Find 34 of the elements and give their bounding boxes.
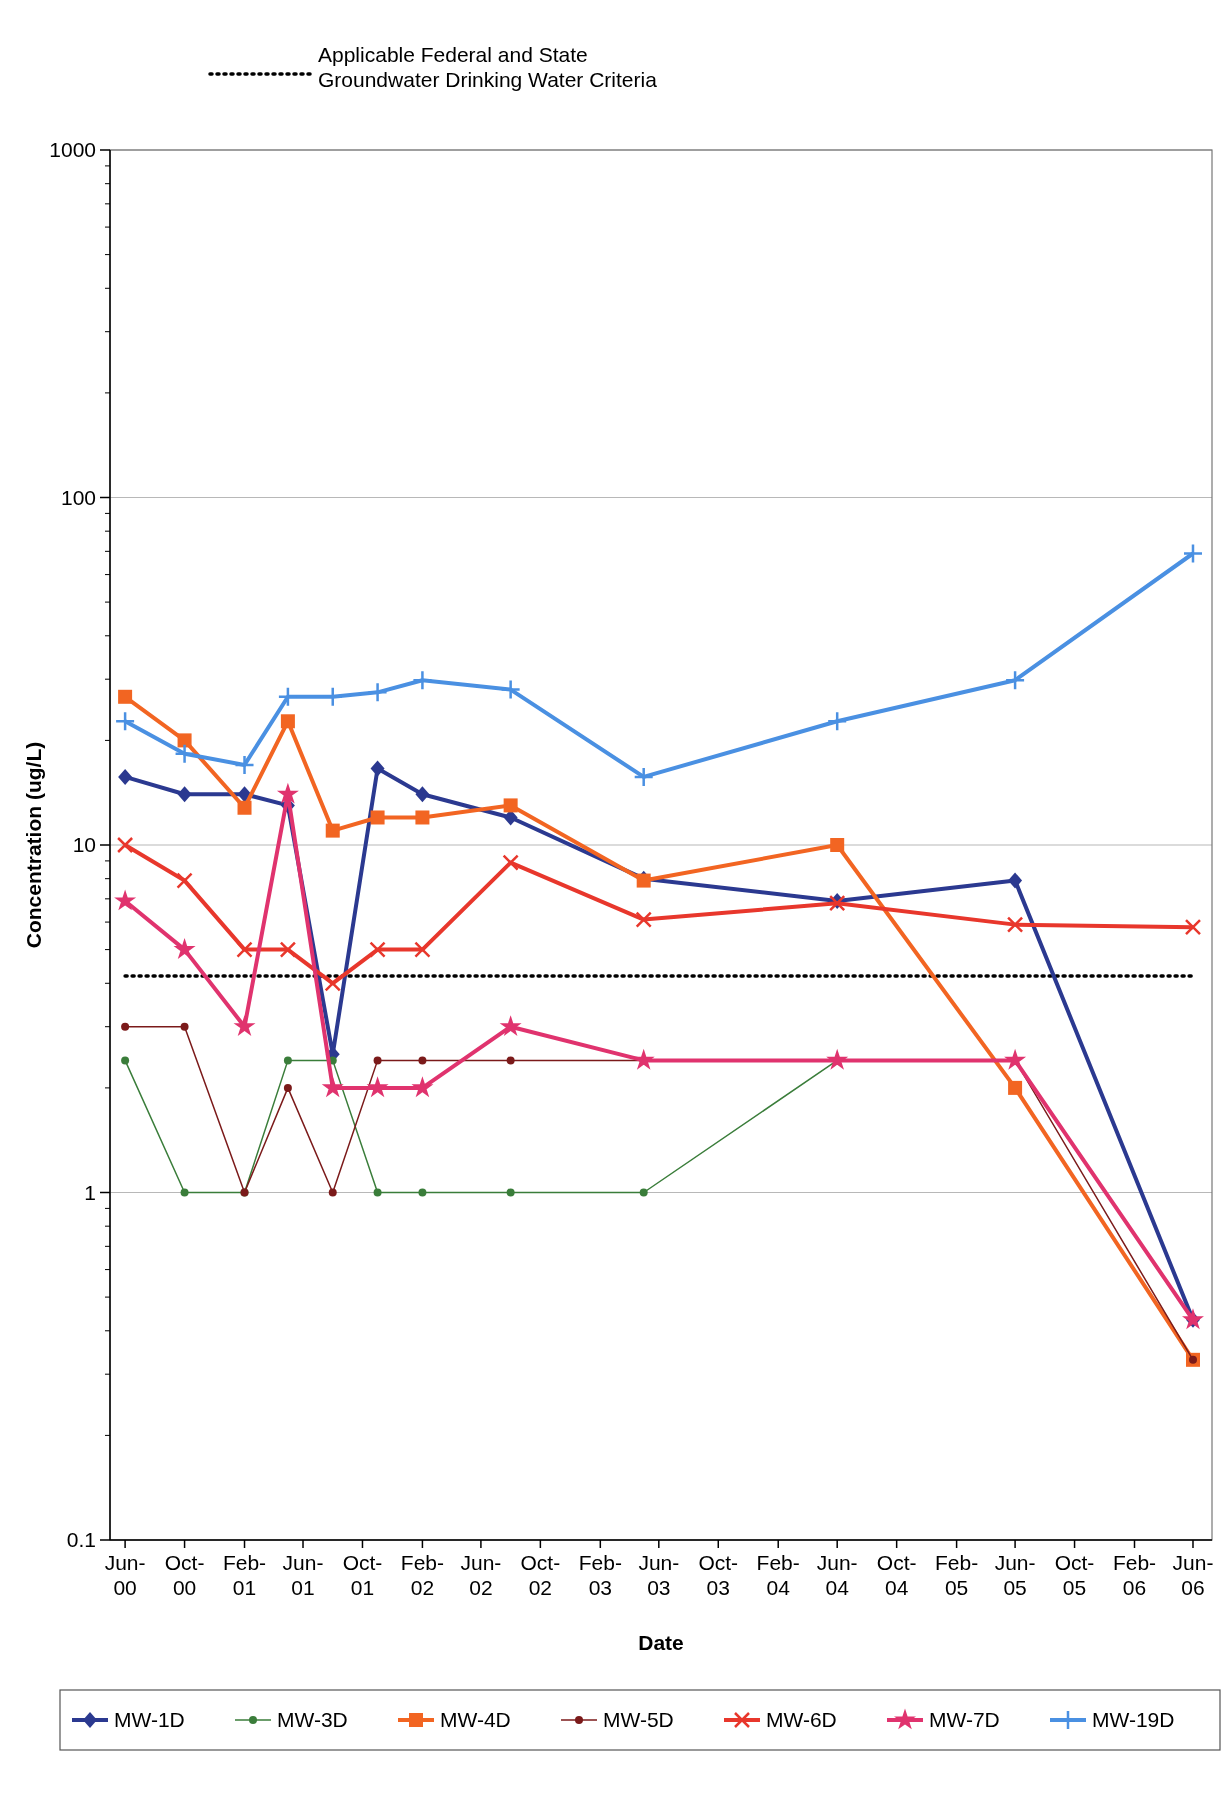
legend-label: MW-5D — [603, 1708, 674, 1732]
x-tick-label: Jun- 06 — [1172, 1551, 1214, 1599]
legend-label: MW-6D — [766, 1708, 837, 1732]
x-tick-label: Feb- 05 — [935, 1551, 979, 1599]
legend-label: MW-1D — [114, 1708, 185, 1732]
x-tick-label: Oct- 04 — [876, 1551, 917, 1599]
x-axis-title: Date — [638, 1631, 684, 1654]
y-tick-label: 100 — [60, 485, 96, 509]
y-tick-label: 1000 — [49, 138, 96, 162]
x-tick-label: Feb- 06 — [1112, 1551, 1157, 1599]
legend-label: MW-7D — [929, 1708, 1000, 1732]
x-tick-label: Feb- 02 — [400, 1551, 445, 1599]
legend-label: Applicable Federal and State Groundwater Drinking Water Criteria — [318, 43, 658, 91]
legend-label: MW-3D — [277, 1708, 348, 1732]
x-tick-label: Oct- 00 — [164, 1551, 205, 1599]
x-tick-label: Oct- 02 — [520, 1551, 561, 1599]
x-tick-label: Oct- 03 — [698, 1551, 739, 1599]
x-tick-label: Oct- 05 — [1054, 1551, 1095, 1599]
legend-label: MW-19D — [1092, 1708, 1175, 1732]
x-tick-label: Jun- 03 — [638, 1551, 680, 1599]
y-tick-label: 0.1 — [66, 1528, 96, 1552]
x-tick-label: Jun- 01 — [282, 1551, 324, 1599]
y-tick-label: 10 — [72, 833, 96, 857]
x-tick-label: Jun- 00 — [104, 1551, 146, 1599]
y-axis-title: Concentration (ug/L) — [21, 741, 45, 949]
x-tick-label: Jun- 02 — [460, 1551, 502, 1599]
y-tick-label: 1 — [84, 1180, 96, 1204]
legend-label: MW-4D — [440, 1708, 511, 1732]
x-tick-label: Jun- 04 — [816, 1551, 858, 1599]
x-tick-label: Oct- 01 — [342, 1551, 383, 1599]
x-tick-label: Feb- 01 — [222, 1551, 267, 1599]
x-tick-label: Jun- 05 — [994, 1551, 1036, 1599]
x-tick-label: Feb- 03 — [578, 1551, 622, 1599]
x-tick-label: Feb- 04 — [756, 1551, 800, 1599]
